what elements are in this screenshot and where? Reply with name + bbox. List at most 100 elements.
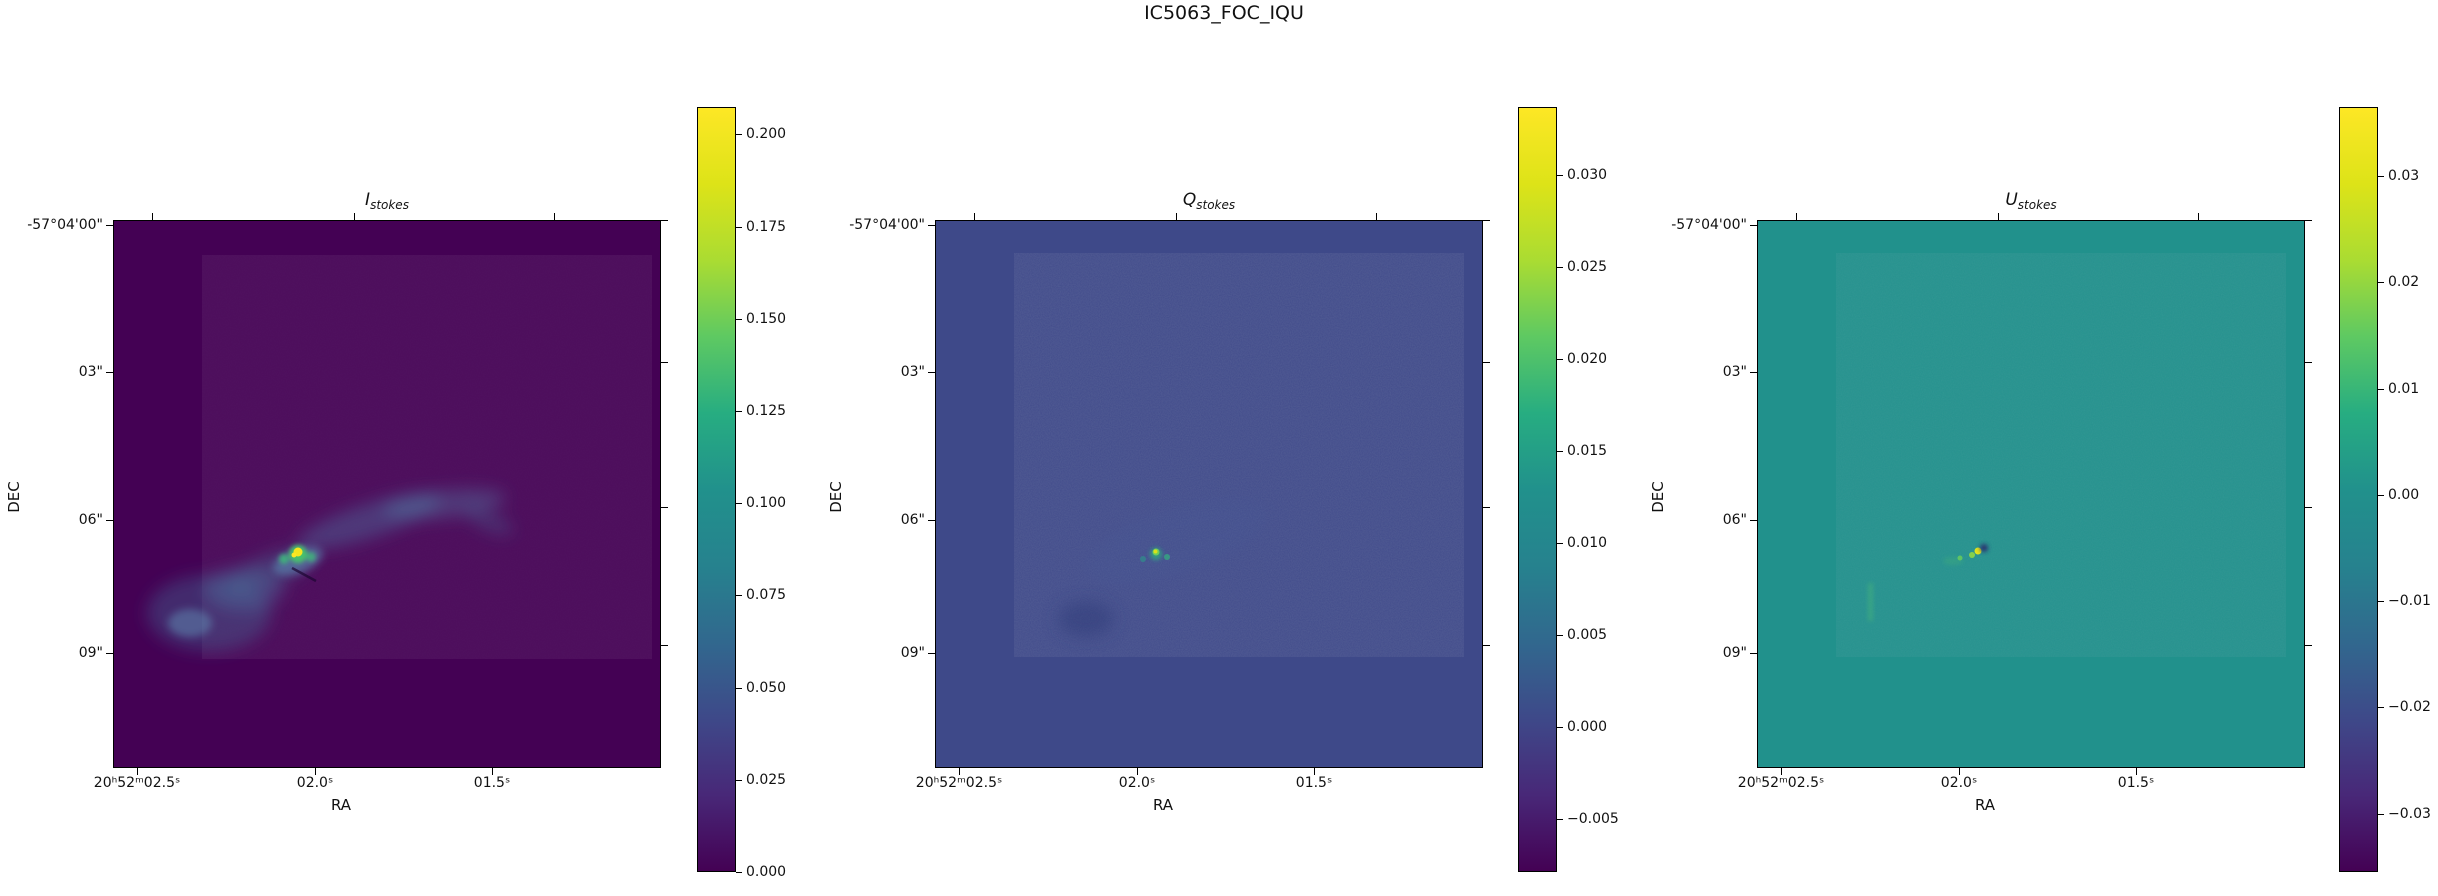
y-tick-mark-right: [661, 507, 668, 508]
faint-diagonal-band: [1085, 498, 1267, 584]
colorbar-u: [2339, 107, 2378, 872]
colorbar-tick-label: 0.075: [746, 587, 787, 604]
panel-title-main: Q: [1182, 190, 1197, 210]
colorbar-tick-label: 0.050: [746, 679, 787, 696]
y-tick-label: -57°04'00": [1671, 217, 1747, 233]
x-tick-mark: [2136, 768, 2137, 775]
panel-title-i: Istokes: [113, 190, 661, 212]
x-tick-label: 20ʰ52ᵐ02.5ˢ: [1737, 775, 1825, 791]
colorbar-tick-label: −0.02: [2388, 699, 2431, 716]
colorbar-tick-mark: [736, 226, 742, 228]
plot-area-u: [1757, 220, 2305, 768]
y-tick-label: 09": [1722, 645, 1747, 661]
x-tick-mark: [137, 768, 138, 775]
colorbar-tick-label: 0.000: [1567, 718, 1608, 735]
colorbar-tick-mark: [2378, 813, 2384, 815]
colorbar-tick-mark: [736, 503, 742, 505]
x-tick-label: 02.0ˢ: [1118, 775, 1156, 791]
y-tick-mark: [1750, 225, 1757, 226]
colorbar-tick-label: −0.005: [1567, 810, 1619, 827]
y-tick-mark: [1750, 372, 1757, 373]
y-tick-mark: [106, 372, 113, 373]
y-tick-mark: [106, 520, 113, 521]
colorbar-tick-mark: [2378, 176, 2384, 178]
y-tick-label: -57°04'00": [849, 217, 925, 233]
y-tick-label: 06": [78, 512, 103, 528]
y-axis-label: DEC: [5, 481, 23, 513]
edge-artifact-streak: [1868, 583, 1873, 621]
panel-u-stokes: Ustokes RA DEC 20ʰ52ᵐ02.5ˢ 02.0ˢ 01.5ˢ -57°…: [1649, 107, 2431, 872]
colorbar-tick-label: 0.020: [1567, 350, 1608, 367]
y-tick-mark-right: [1483, 362, 1490, 363]
colorbar-tick-mark: [2378, 707, 2384, 709]
nucleus-spot: [1140, 548, 1170, 562]
y-tick-mark: [106, 225, 113, 226]
y-tick-mark-right: [1483, 645, 1490, 646]
panel-title-sub: stokes: [2017, 198, 2057, 212]
x-tick-mark-top: [152, 213, 153, 220]
faint-dark-blob: [1058, 601, 1114, 637]
colorbar-tick-mark: [1557, 175, 1563, 176]
x-axis-label: RA: [330, 796, 352, 814]
x-tick-label: 01.5ˢ: [2117, 775, 2155, 791]
colorbar-tick-label: 0.000: [746, 864, 787, 880]
x-tick-mark-top: [1376, 213, 1377, 220]
x-tick-mark-top: [1998, 213, 1999, 220]
y-tick-mark: [1750, 520, 1757, 521]
x-tick-mark: [315, 768, 316, 775]
colorbar-tick-mark: [2378, 388, 2384, 390]
y-tick-label: 06": [1722, 512, 1747, 528]
x-tick-mark-top: [2198, 213, 2199, 220]
y-tick-label: 03": [1722, 364, 1747, 380]
colorbar-tick-label: 0.01: [2388, 380, 2420, 397]
nucleus-core-peak: [291, 552, 297, 558]
panel-i-stokes: Istokes: [5, 107, 786, 880]
colorbar-tick-mark: [1557, 450, 1563, 452]
panel-title-sub: stokes: [370, 198, 409, 212]
panel-q-stokes: Qstokes RA DEC 20ʰ52ᵐ02.5ˢ 02.0ˢ 01.5ˢ -57°…: [827, 107, 1619, 872]
colorbar-tick-mark: [1557, 726, 1563, 728]
x-tick-label: 02.0ˢ: [1940, 775, 1978, 791]
y-tick-mark: [928, 520, 935, 521]
y-tick-mark-right: [661, 645, 668, 646]
colorbar-tick-label: −0.03: [2388, 805, 2431, 822]
colorbar-tick-label: −0.01: [2388, 593, 2431, 610]
colorbar-tick-label: 0.010: [1567, 534, 1608, 551]
x-tick-mark-top: [354, 213, 355, 220]
x-tick-mark: [1314, 768, 1315, 775]
colorbar-tick-mark: [1557, 358, 1563, 360]
y-axis-label: DEC: [827, 481, 845, 513]
colorbar-tick-mark: [1557, 267, 1563, 268]
colorbar-tick-mark: [736, 687, 742, 689]
y-tick-mark: [928, 225, 935, 226]
y-tick-mark-right: [661, 220, 668, 221]
y-tick-mark-right: [661, 362, 668, 363]
x-tick-mark-top: [1796, 213, 1797, 220]
colorbar-tick-mark: [1557, 634, 1563, 636]
colorbar-tick-mark: [1557, 818, 1563, 820]
colorbar-tick-label: 0.125: [746, 402, 787, 419]
colorbar-tick-mark: [736, 134, 742, 136]
colorbar-tick-label: 0.100: [746, 495, 787, 512]
x-tick-label: 20ʰ52ᵐ02.5ˢ: [915, 775, 1003, 791]
colorbar-tick-label: 0.150: [746, 310, 787, 327]
x-tick-mark-top: [974, 213, 975, 220]
y-tick-mark: [1750, 653, 1757, 654]
colorbar-tick-label: 0.025: [746, 771, 787, 788]
y-tick-mark-right: [2305, 220, 2312, 221]
y-tick-mark: [928, 653, 935, 654]
colorbar-tick-mark: [2378, 282, 2384, 284]
colorbar-tick-label: 0.025: [1567, 259, 1608, 275]
x-tick-mark: [1137, 768, 1138, 775]
q-stokes-image: [1014, 253, 1464, 657]
y-tick-mark-right: [2305, 645, 2312, 646]
colorbar-q: [1518, 107, 1557, 872]
colorbar-tick-label: 0.030: [1567, 167, 1608, 183]
x-tick-label: 01.5ˢ: [473, 775, 511, 791]
x-tick-mark: [959, 768, 960, 775]
i-stokes-image: [147, 255, 652, 659]
x-tick-mark: [492, 768, 493, 775]
x-axis-label: RA: [1152, 796, 1174, 814]
colorbar-tick-label: 0.015: [1567, 442, 1608, 459]
